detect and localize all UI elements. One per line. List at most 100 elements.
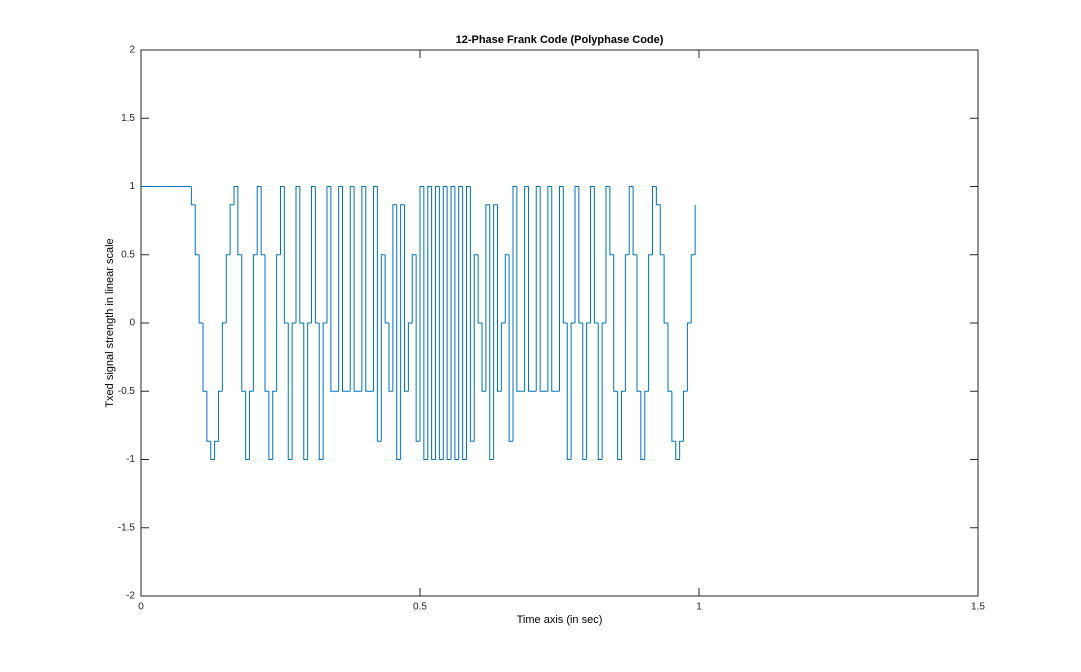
step	[512, 186, 517, 442]
step	[663, 254, 668, 324]
step	[679, 440, 684, 460]
step	[407, 322, 413, 392]
step	[210, 441, 215, 460]
step	[415, 254, 420, 442]
step	[481, 323, 486, 392]
step	[287, 323, 293, 460]
step	[686, 322, 692, 392]
step	[454, 186, 459, 460]
step	[423, 186, 428, 460]
y-tick-label: -0.5	[118, 386, 136, 397]
step	[516, 186, 521, 392]
step	[194, 204, 200, 256]
step	[601, 322, 606, 460]
step	[539, 186, 544, 392]
step	[206, 391, 211, 442]
step	[500, 322, 506, 392]
step	[221, 322, 227, 392]
step	[237, 186, 242, 256]
step	[524, 186, 529, 392]
step	[469, 186, 475, 442]
y-tick-label: 0	[129, 318, 135, 329]
step	[225, 254, 231, 323]
step	[233, 186, 238, 205]
step	[229, 204, 235, 255]
step	[446, 186, 452, 460]
step	[632, 186, 638, 256]
step	[202, 323, 207, 392]
step	[578, 186, 583, 324]
y-tick-label: -2	[126, 591, 135, 602]
step	[373, 186, 378, 392]
x-tick-label: 1	[696, 602, 702, 613]
step	[465, 186, 471, 460]
step	[299, 186, 304, 324]
step	[295, 186, 300, 323]
step	[431, 186, 436, 460]
step	[384, 254, 389, 324]
step	[214, 440, 219, 460]
step	[272, 390, 277, 460]
step	[248, 390, 254, 460]
step	[570, 322, 576, 460]
step	[586, 322, 591, 460]
step	[365, 186, 370, 392]
step	[617, 391, 622, 460]
step	[671, 391, 676, 442]
step	[435, 186, 440, 460]
step	[256, 186, 262, 255]
step	[458, 186, 463, 460]
x-tick-label: 1.5	[971, 602, 985, 613]
step	[326, 186, 331, 323]
step	[280, 186, 285, 255]
step	[388, 323, 393, 392]
step	[597, 323, 603, 460]
step	[652, 186, 657, 255]
step	[562, 186, 568, 324]
step	[655, 186, 661, 206]
chart-title: 12-Phase Frank Code (Polyphase Code)	[456, 34, 664, 46]
step	[252, 254, 258, 392]
y-axis-label: Txed signal strength in linear scale	[104, 238, 116, 407]
step	[493, 204, 498, 460]
step	[450, 186, 455, 460]
step	[566, 323, 572, 460]
step	[508, 254, 514, 442]
step	[260, 186, 265, 256]
x-tick-label: 0.5	[413, 602, 427, 613]
step	[268, 391, 273, 460]
step	[609, 186, 614, 256]
step	[291, 322, 297, 460]
step	[419, 186, 424, 442]
step	[648, 254, 653, 392]
step	[620, 390, 626, 460]
step	[504, 254, 510, 323]
step	[644, 390, 649, 460]
step	[338, 186, 343, 392]
step	[462, 186, 467, 460]
step	[241, 254, 246, 392]
step	[628, 186, 634, 255]
step	[330, 186, 335, 392]
step	[485, 204, 490, 392]
step	[682, 390, 688, 442]
step	[427, 186, 432, 460]
step	[605, 186, 610, 323]
step	[690, 254, 696, 323]
step	[396, 204, 401, 460]
step	[276, 254, 281, 392]
y-tick-label: 2	[129, 45, 135, 56]
step	[489, 204, 494, 460]
step	[349, 186, 355, 392]
y-tick-label: 1	[129, 181, 135, 192]
step	[318, 323, 324, 460]
step	[442, 186, 448, 460]
y-tick-label: -1.5	[118, 522, 136, 533]
step	[403, 204, 409, 392]
step	[640, 391, 645, 460]
step	[636, 254, 641, 392]
y-tick-label: 0.5	[121, 249, 135, 260]
step	[659, 204, 665, 256]
step	[473, 254, 479, 442]
